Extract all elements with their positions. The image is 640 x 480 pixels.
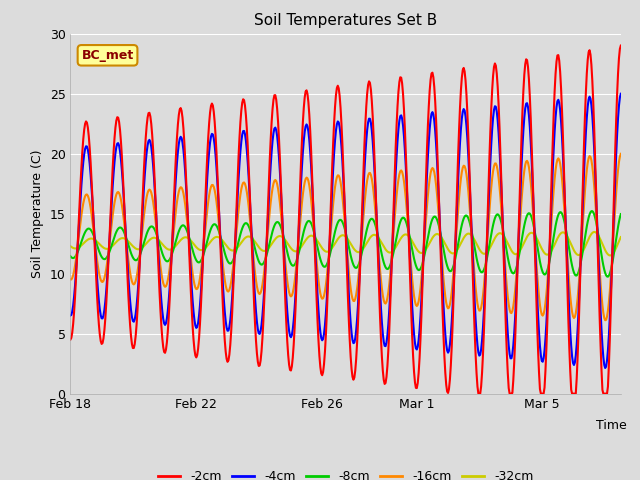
-2cm <box>434 166 442 172</box>
-32cm <box>606 252 614 258</box>
-4cm <box>208 131 216 137</box>
-32cm <box>617 234 625 240</box>
-8cm <box>617 211 625 217</box>
-8cm <box>604 274 612 279</box>
-4cm <box>434 176 442 182</box>
-32cm <box>67 243 74 249</box>
-8cm <box>434 219 442 225</box>
X-axis label: Time: Time <box>596 419 627 432</box>
-8cm <box>391 243 399 249</box>
-4cm <box>617 91 625 96</box>
-4cm <box>391 190 399 195</box>
-32cm <box>391 246 399 252</box>
-4cm <box>164 308 172 314</box>
-16cm <box>602 317 609 323</box>
-8cm <box>588 208 596 214</box>
-16cm <box>617 151 625 157</box>
-4cm <box>67 312 74 318</box>
-2cm <box>316 353 323 359</box>
-32cm <box>316 241 323 247</box>
-16cm <box>67 276 74 282</box>
-4cm <box>602 365 609 371</box>
Title: Soil Temperatures Set B: Soil Temperatures Set B <box>254 13 437 28</box>
-4cm <box>481 290 489 296</box>
-16cm <box>316 285 323 291</box>
-2cm <box>482 275 490 281</box>
Line: -32cm: -32cm <box>70 232 621 255</box>
Text: BC_met: BC_met <box>81 49 134 62</box>
-16cm <box>208 182 216 188</box>
-4cm <box>316 320 323 326</box>
-8cm <box>316 253 323 259</box>
-16cm <box>164 277 172 283</box>
-2cm <box>474 391 482 396</box>
-16cm <box>481 273 489 278</box>
-32cm <box>208 237 216 243</box>
-2cm <box>67 336 74 342</box>
Line: -16cm: -16cm <box>70 154 621 320</box>
-8cm <box>481 264 489 270</box>
-32cm <box>590 229 598 235</box>
-2cm <box>208 101 216 107</box>
-16cm <box>434 202 442 208</box>
Y-axis label: Soil Temperature (C): Soil Temperature (C) <box>31 149 44 278</box>
Line: -8cm: -8cm <box>70 211 621 276</box>
-32cm <box>164 246 172 252</box>
-2cm <box>391 169 399 175</box>
-16cm <box>391 214 399 220</box>
-2cm <box>617 43 625 48</box>
-8cm <box>164 258 172 264</box>
-32cm <box>434 231 442 237</box>
-32cm <box>481 251 489 257</box>
-8cm <box>208 224 216 229</box>
-2cm <box>164 329 172 335</box>
-8cm <box>67 253 74 259</box>
Legend: -2cm, -4cm, -8cm, -16cm, -32cm: -2cm, -4cm, -8cm, -16cm, -32cm <box>153 465 538 480</box>
Line: -2cm: -2cm <box>70 46 621 394</box>
Line: -4cm: -4cm <box>70 94 621 368</box>
